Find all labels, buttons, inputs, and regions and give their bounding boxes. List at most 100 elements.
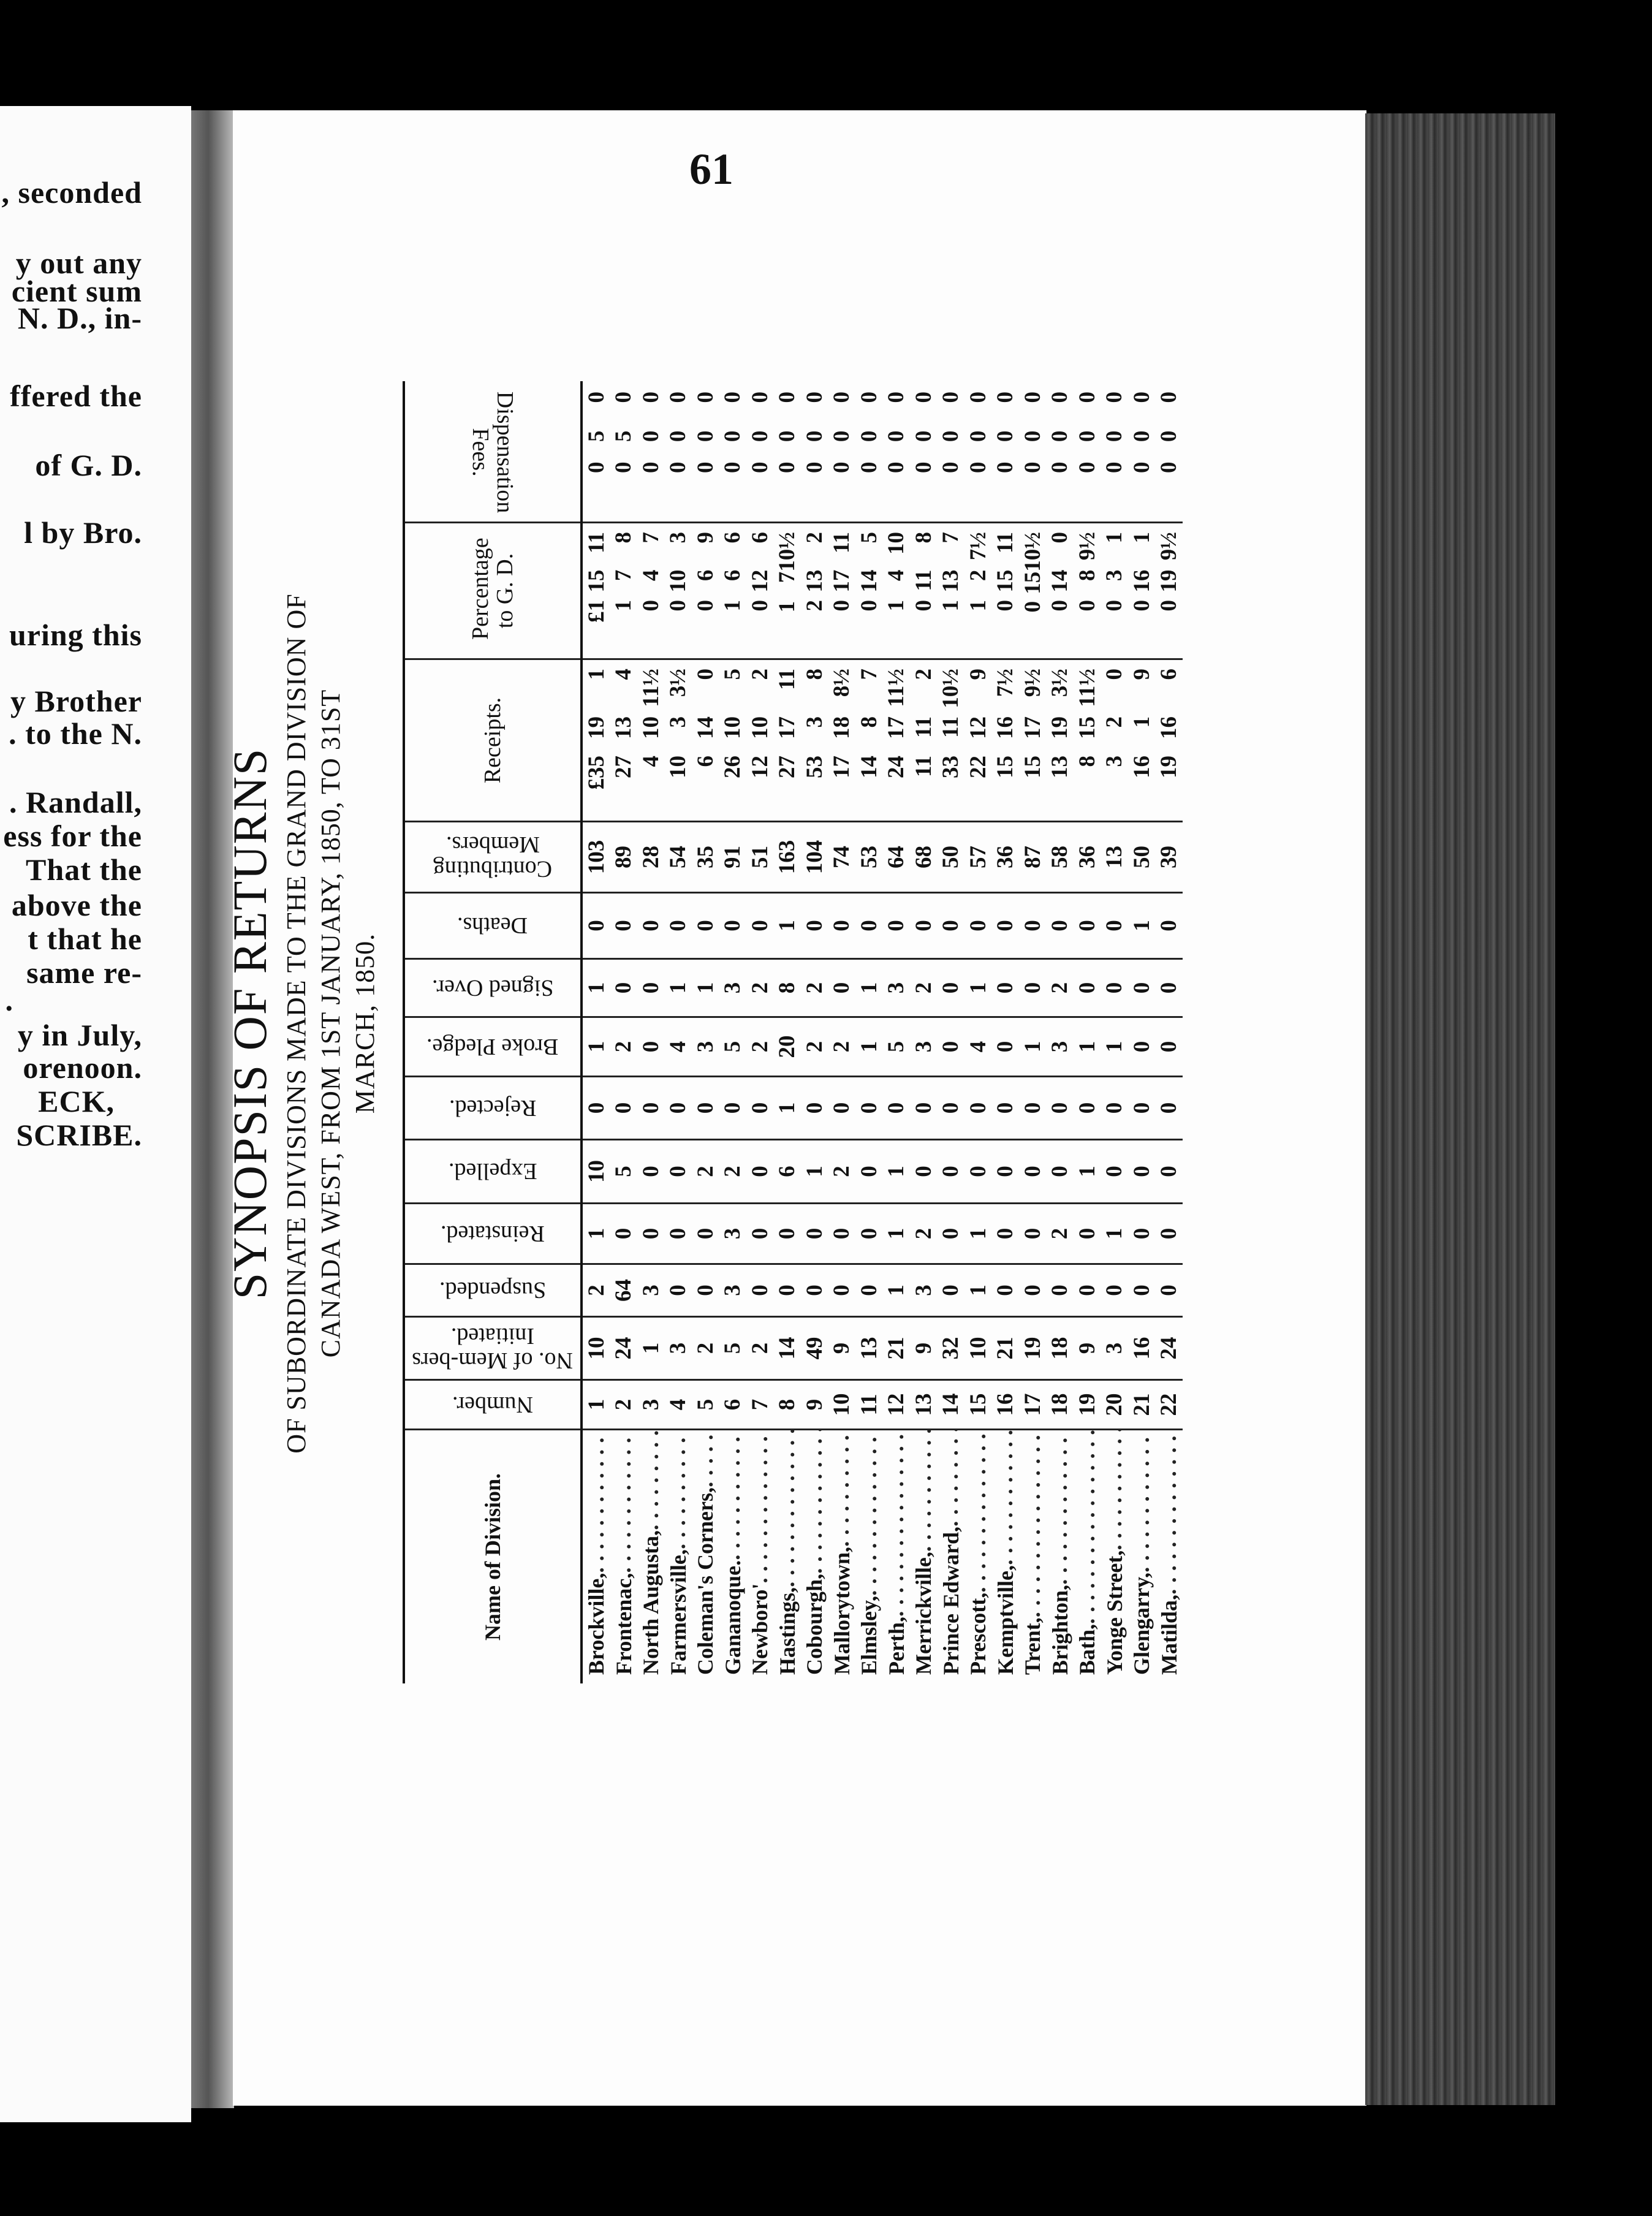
fees-pence: 0 (911, 392, 936, 403)
division-name: Coleman's Corners, (693, 1487, 718, 1675)
percentage-shillings: 15 (1020, 571, 1045, 594)
percentage-pence: 7 (638, 531, 664, 544)
percentage-pounds: 1 (720, 599, 746, 612)
cell-receipts: 33 11 10½ (937, 658, 964, 821)
cell-receipts: 27 13 4 (610, 658, 637, 821)
cell-initiated: 24 (610, 1316, 637, 1379)
fees-pence: 0 (638, 392, 664, 403)
fees-pence: 0 (1156, 392, 1182, 403)
cell-contributing: 28 (637, 821, 665, 892)
table-row: North Augusta,..........................… (637, 381, 665, 1683)
cell-fees: 0 0 0 (964, 383, 992, 522)
cell-expelled: 10 (583, 1139, 610, 1202)
header-expelled: Expelled. (405, 1139, 580, 1202)
cell-signed-over: 1 (692, 958, 719, 1016)
fees-pounds: 0 (965, 461, 991, 473)
cell-rejected: 0 (964, 1076, 992, 1139)
percentage-shillings: 13 (801, 569, 827, 593)
cell-broke-pledge: 1 (583, 1016, 610, 1076)
division-name: Bath, (1075, 1623, 1100, 1675)
cell-fees: 0 0 0 (1047, 383, 1074, 522)
dot-leader: ........................................ (883, 1430, 909, 1617)
cell-fees: 0 0 0 (774, 383, 801, 522)
division-name: North Augusta, (638, 1530, 664, 1675)
fees-pounds: 0 (856, 461, 882, 473)
cell-rejected: 0 (637, 1076, 665, 1139)
receipts-pence: 2 (747, 669, 773, 680)
percentage-shillings: 13 (938, 569, 964, 593)
cell-rejected: 0 (910, 1076, 938, 1139)
dot-leader: ........................................ (1020, 1430, 1046, 1617)
cell-percentage: 0 19 9½ (1155, 522, 1183, 658)
dot-leader: ........................................ (1047, 1430, 1073, 1585)
percentage-shillings: 4 (638, 569, 664, 582)
receipts-pence: 8½ (829, 669, 855, 697)
table-row: Frontenac,..............................… (610, 381, 637, 1683)
cell-suspended: 0 (746, 1263, 774, 1316)
dot-leader: ........................................ (638, 1430, 664, 1530)
cell-deaths: 0 (828, 892, 855, 958)
receipts-shillings: 11 (938, 716, 964, 738)
cell-division-name: Trent,..................................… (1019, 1429, 1047, 1683)
cell-rejected: 0 (801, 1076, 828, 1139)
table-row: Matilda,................................… (1155, 381, 1183, 1683)
percentage-pounds: 0 (638, 599, 664, 612)
cell-rejected: 0 (855, 1076, 883, 1139)
cell-rejected: 0 (937, 1076, 964, 1139)
cell-suspended: 0 (828, 1263, 855, 1316)
percentage-pounds: 2 (801, 599, 827, 612)
dot-leader: ........................................ (665, 1430, 691, 1549)
header-deaths: Deaths. (405, 892, 580, 958)
cell-receipts: 14 8 7 (855, 658, 883, 821)
cell-expelled: 2 (828, 1139, 855, 1202)
cell-initiated: 21 (991, 1316, 1019, 1379)
receipts-shillings: 17 (884, 716, 909, 739)
cell-signed-over: 1 (855, 958, 883, 1016)
fees-shillings: 0 (911, 430, 936, 442)
receipts-pence: 11½ (638, 669, 664, 707)
cell-expelled: 0 (637, 1139, 665, 1202)
cell-initiated: 13 (855, 1316, 883, 1379)
table-row: Cobourgh,...............................… (801, 381, 828, 1683)
cell-suspended: 64 (610, 1263, 637, 1316)
fees-pence: 0 (829, 392, 855, 403)
cell-contributing: 50 (937, 821, 964, 892)
cell-expelled: 5 (610, 1139, 637, 1202)
cell-percentage: 1 13 7 (937, 522, 964, 658)
cell-initiated: 2 (692, 1316, 719, 1379)
receipts-pence: 3½ (665, 669, 691, 697)
cell-signed-over: 0 (637, 958, 665, 1016)
receipts-pence: 5 (720, 669, 746, 680)
fees-shillings: 0 (747, 430, 773, 442)
percentage-pence: 2 (801, 531, 827, 544)
cell-rejected: 0 (1074, 1076, 1101, 1139)
cell-initiated: 49 (801, 1316, 828, 1379)
cell-percentage: £1 15 11 (583, 522, 610, 658)
percentage-pence: 11 (993, 531, 1018, 553)
cell-broke-pledge: 4 (964, 1016, 992, 1076)
cell-broke-pledge: 1 (855, 1016, 883, 1076)
percentage-pounds: 0 (1129, 599, 1154, 612)
cell-suspended: 0 (1074, 1263, 1101, 1316)
cell-broke-pledge: 0 (991, 1016, 1019, 1076)
left-page-text-line: N. D., in- (17, 301, 142, 335)
cell-percentage: 0 10 3 (664, 522, 692, 658)
cell-rejected: 0 (1155, 1076, 1183, 1139)
cell-percentage: 1 4 10 (882, 522, 910, 658)
cell-deaths: 1 (1128, 892, 1156, 958)
cell-contributing: 89 (610, 821, 637, 892)
cell-signed-over: 0 (1128, 958, 1156, 1016)
cell-number: 18 (1046, 1379, 1074, 1429)
left-page-text-line: ffered the (10, 379, 142, 413)
percentage-pence: 9 (692, 531, 718, 544)
cell-reinstated: 0 (1155, 1202, 1183, 1263)
percentage-pounds: 0 (993, 599, 1018, 612)
cell-receipts: 24 17 11½ (882, 658, 910, 821)
percentage-pounds: 1 (965, 599, 991, 612)
left-page-text-line: y in July, (17, 1018, 142, 1052)
percentage-pence: 1 (1102, 531, 1127, 544)
cell-percentage: 1 7 10½ (773, 522, 801, 658)
cell-rejected: 0 (746, 1076, 774, 1139)
table-row: Mallorytown,............................… (828, 381, 855, 1683)
cell-signed-over: 2 (746, 958, 774, 1016)
